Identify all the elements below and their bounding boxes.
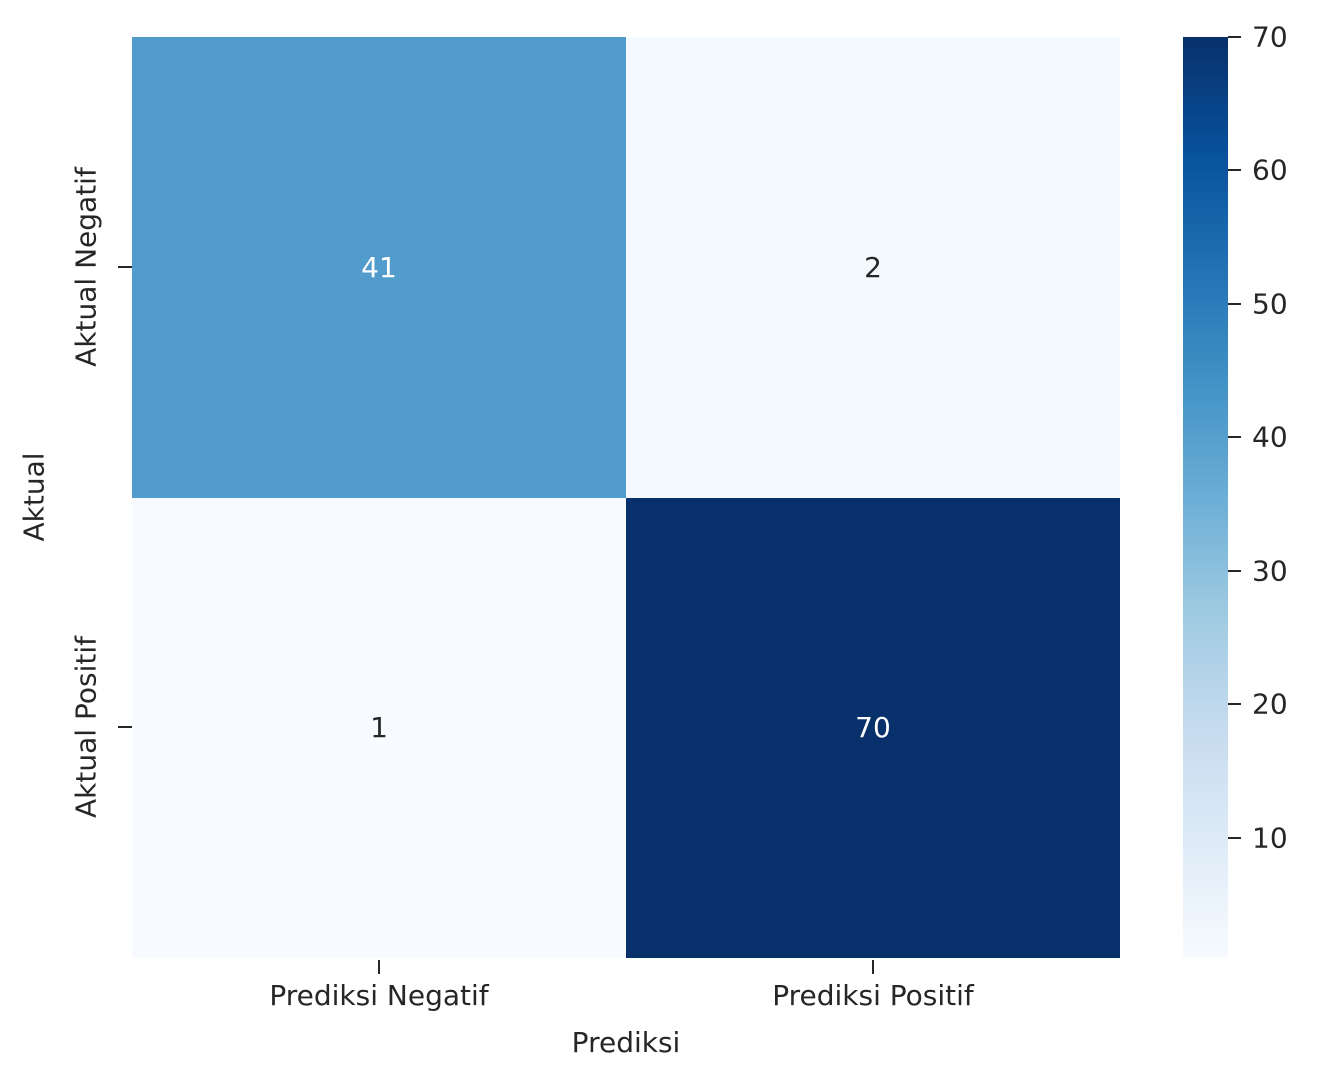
y-tick-mark-2 <box>118 726 132 728</box>
cell-value-r1c0: 1 <box>370 711 388 745</box>
colorbar-tick-50 <box>1228 303 1241 305</box>
colorbar-gradient <box>1183 37 1228 958</box>
x-tick-mark-2 <box>872 960 874 974</box>
colorbar-tick-20 <box>1228 703 1241 705</box>
colorbar-label-30: 30 <box>1252 554 1288 588</box>
colorbar-tick-10 <box>1228 837 1241 839</box>
x-tick-label-prediksi-negatif: Prediksi Negatif <box>269 979 489 1012</box>
x-tick-mark-1 <box>378 960 380 974</box>
colorbar-label-60: 60 <box>1252 153 1288 187</box>
y-axis-label: Aktual <box>17 452 51 542</box>
x-axis-label: Prediksi <box>571 1026 681 1059</box>
y-tick-label-aktual-positif: Aktual Positif <box>69 636 103 818</box>
cell-value-r0c1: 2 <box>864 250 882 284</box>
colorbar-label-70: 70 <box>1252 20 1288 54</box>
heatmap-cell-r0c0: 41 <box>132 37 626 498</box>
colorbar-tick-70 <box>1228 36 1241 38</box>
cell-value-r1c1: 70 <box>855 711 891 745</box>
x-tick-label-prediksi-positif: Prediksi Positif <box>772 979 974 1012</box>
cell-value-r0c0: 41 <box>361 250 397 284</box>
y-tick-mark-1 <box>118 266 132 268</box>
colorbar-label-10: 10 <box>1252 821 1288 855</box>
heatmap-cell-r1c1: 70 <box>626 497 1120 958</box>
colorbar-tick-60 <box>1228 169 1241 171</box>
colorbar-tick-30 <box>1228 570 1241 572</box>
colorbar-label-50: 50 <box>1252 287 1288 321</box>
heatmap-cell-r1c0: 1 <box>132 497 626 958</box>
y-tick-label-aktual-negatif: Aktual Negatif <box>69 167 103 367</box>
heatmap: 41 2 1 70 <box>132 37 1120 958</box>
colorbar-label-20: 20 <box>1252 687 1288 721</box>
colorbar-tick-40 <box>1228 436 1241 438</box>
heatmap-cell-r0c1: 2 <box>626 37 1120 498</box>
colorbar-label-40: 40 <box>1252 420 1288 454</box>
